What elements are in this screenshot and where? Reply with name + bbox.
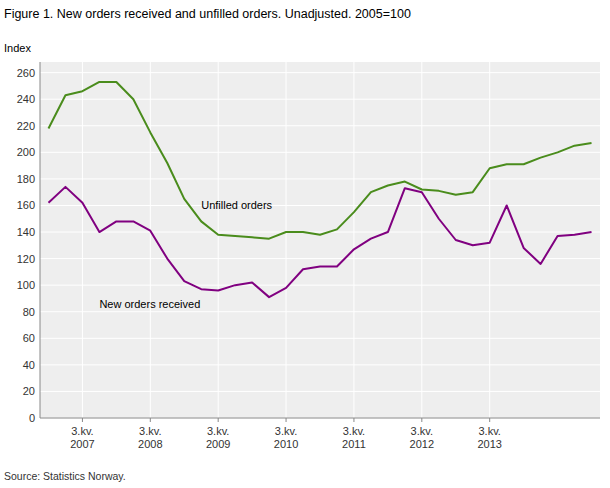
x-grid-line (286, 62, 287, 418)
title: Figure 1. New orders received and unfill… (4, 7, 411, 21)
x-tick (82, 418, 83, 422)
y-grid-line (40, 391, 600, 392)
x-tick (489, 418, 490, 422)
y-tick-label: 260 (17, 67, 35, 79)
x-axis-line (40, 418, 600, 419)
y-tick-label: 140 (17, 226, 35, 238)
y-grid-line (40, 125, 600, 126)
series-group (48, 82, 591, 297)
x-grid-line (218, 62, 219, 418)
y-grid-line (40, 205, 600, 206)
x-tick-label: 3.kv.2007 (70, 425, 94, 450)
y-axis-label: Index (4, 42, 31, 54)
x-tick (286, 418, 287, 422)
plot-background (40, 62, 600, 418)
y-tick-label: 100 (17, 279, 35, 291)
series-label: Unfilled orders (201, 199, 272, 211)
x-tick (353, 418, 354, 422)
y-tick-label: 40 (23, 359, 35, 371)
x-grid-line (421, 62, 422, 418)
y-tick-label: 60 (23, 332, 35, 344)
y-tick-label: 20 (23, 385, 35, 397)
y-grid-line (40, 285, 600, 286)
y-tick-label: 200 (17, 146, 35, 158)
x-grid-line (150, 62, 151, 418)
x-grid-line (82, 62, 83, 418)
x-tick (150, 418, 151, 422)
y-grid-line (40, 311, 600, 312)
x-tick-label: 3.kv.2011 (342, 425, 366, 450)
y-tick-label: 120 (17, 253, 35, 265)
y-grid-line (40, 152, 600, 153)
y-grid-line (40, 72, 600, 73)
y-grid-line (40, 364, 600, 365)
y-tick-label: 80 (23, 306, 35, 318)
y-tick-label: 0 (29, 412, 35, 424)
x-tick-label: 3.kv.2012 (410, 425, 434, 450)
y-grid-line (40, 338, 600, 339)
y-grid-line (40, 418, 600, 419)
x-tick-label: 3.kv.2013 (477, 425, 501, 450)
x-tick (218, 418, 219, 422)
y-grid-line (40, 258, 600, 259)
x-grid-line (353, 62, 354, 418)
y-axis-line (40, 62, 41, 418)
chart: 0 20 40 60 80 100 120 140 160 180 200 220 240 260 3.kv… (0, 0, 610, 488)
y-grid-line (40, 232, 600, 233)
y-tick-label: 240 (17, 93, 35, 105)
y-tick-label: 160 (17, 199, 35, 211)
x-tick (421, 418, 422, 422)
x-tick-label: 3.kv.2009 (206, 425, 230, 450)
source: Source: Statistics Norway. (4, 470, 126, 482)
y-tick-label: 180 (17, 173, 35, 185)
x-tick-label: 3.kv.2008 (138, 425, 162, 450)
y-tick-label: 220 (17, 120, 35, 132)
series-line (48, 187, 591, 297)
y-grid-line (40, 99, 600, 100)
y-grid-line (40, 178, 600, 179)
x-tick-label: 3.kv.2010 (274, 425, 298, 450)
series-label: New orders received (99, 298, 200, 310)
